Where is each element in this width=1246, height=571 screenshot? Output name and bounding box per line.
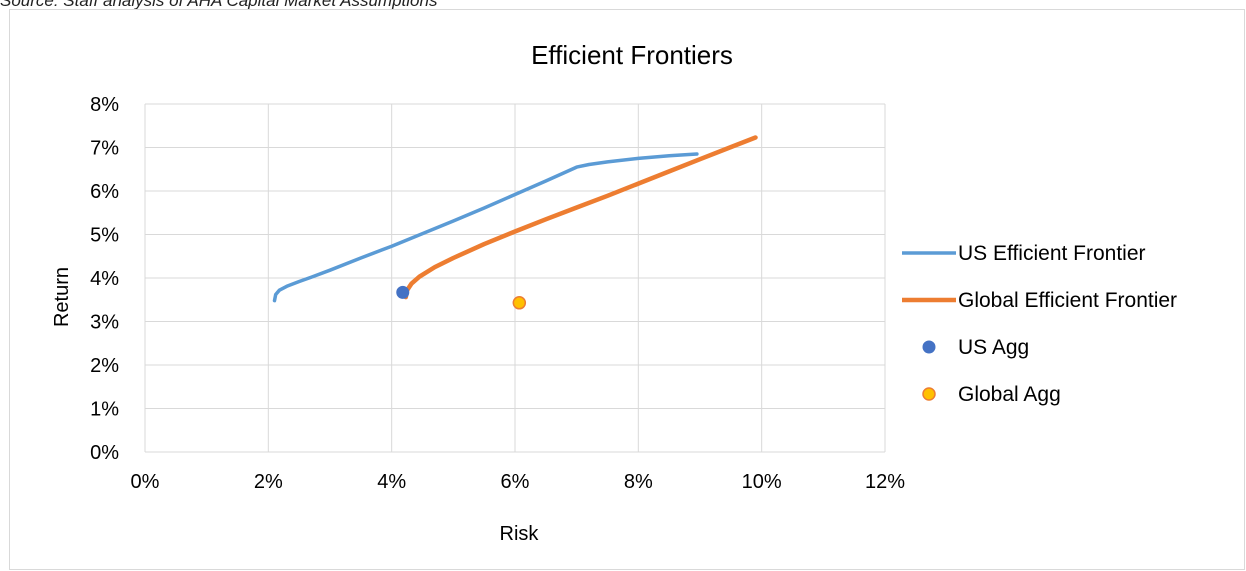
- global-agg-legend-label: Global Agg: [958, 383, 1061, 406]
- x-tick-label: 8%: [624, 471, 653, 493]
- us-agg-legend-swatch: [922, 340, 936, 354]
- y-tick-label: 0%: [90, 442, 119, 464]
- y-axis-ticks: 0% 1% 2% 3% 4% 5% 6% 7% 8%: [90, 94, 119, 464]
- global-efficient-frontier-legend-label: Global Efficient Frontier: [958, 289, 1177, 312]
- x-tick-label: 6%: [501, 471, 530, 493]
- source-note: Source: Staff analysis of AHA Capital Ma…: [0, 0, 438, 10]
- us-agg-point: [396, 285, 410, 299]
- us-efficient-frontier-line: [272, 152, 699, 303]
- x-tick-label: 12%: [865, 471, 905, 493]
- x-tick-label: 0%: [131, 471, 160, 493]
- us-agg-legend-label: US Agg: [958, 336, 1029, 359]
- global-agg-legend-swatch: [922, 387, 936, 401]
- global-agg-point: [512, 296, 527, 310]
- y-tick-label: 7%: [90, 138, 119, 160]
- series-layer: [272, 135, 758, 310]
- y-axis-title: Return: [51, 267, 73, 327]
- x-axis-title: Risk: [500, 523, 540, 545]
- x-tick-label: 10%: [742, 471, 782, 493]
- x-tick-label: 2%: [254, 471, 283, 493]
- x-tick-label: 4%: [377, 471, 406, 493]
- us-efficient-frontier-legend-label: US Efficient Frontier: [958, 242, 1146, 265]
- y-tick-label: 4%: [90, 268, 119, 290]
- y-tick-label: 2%: [90, 355, 119, 377]
- legend: US Efficient Frontier Global Efficient Fr…: [902, 242, 1177, 406]
- y-tick-label: 1%: [90, 399, 119, 421]
- y-tick-label: 8%: [90, 94, 119, 116]
- gridlines: [144, 103, 886, 453]
- global-efficient-frontier-line: [403, 135, 758, 300]
- chart-title: Efficient Frontiers: [531, 40, 733, 70]
- y-tick-label: 5%: [90, 225, 119, 247]
- y-tick-label: 6%: [90, 181, 119, 203]
- x-axis-ticks: 0% 2% 4% 6% 8% 10% 12%: [131, 471, 906, 493]
- y-tick-label: 3%: [90, 312, 119, 334]
- chart-frame: [9, 9, 1245, 570]
